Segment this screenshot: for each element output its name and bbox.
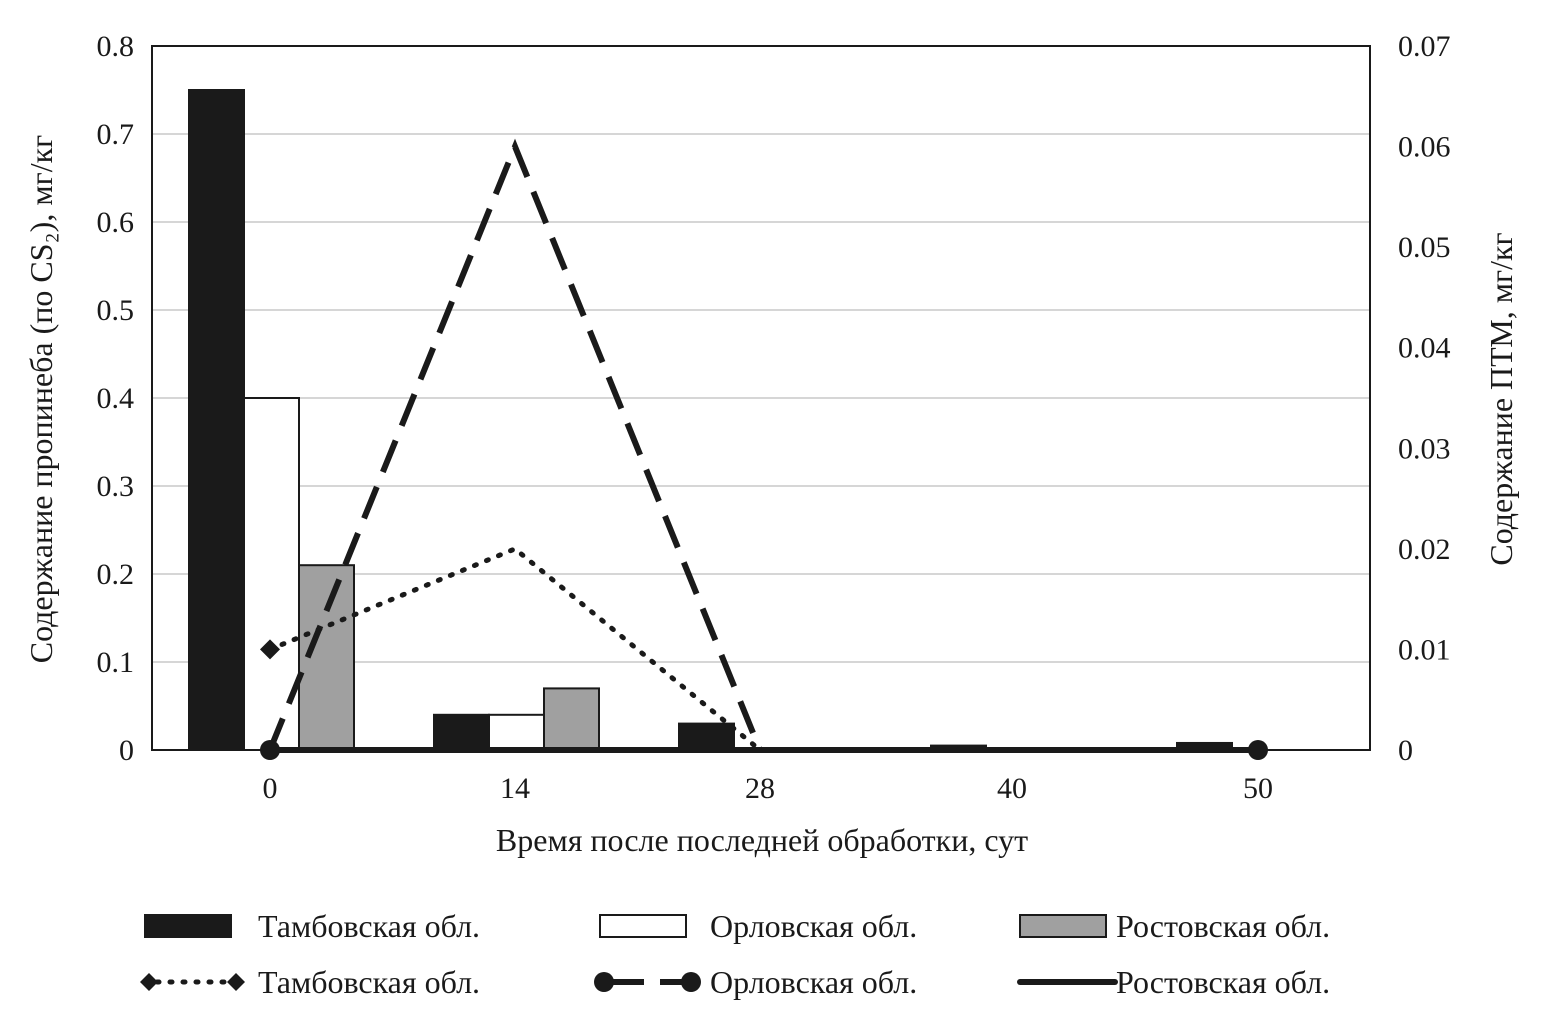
legend-label: Тамбовская обл. [258, 964, 480, 1000]
y2-tick-label: 0.01 [1398, 633, 1451, 666]
legend-label: Ростовская обл. [1116, 964, 1330, 1000]
legend-swatch [144, 914, 232, 938]
x-tick-label: 50 [1243, 772, 1273, 805]
legend: Тамбовская обл. Орловская обл. Ростовская … [140, 908, 1330, 1000]
x-tick-label: 14 [500, 772, 530, 805]
legend-marker [594, 972, 614, 992]
y2-axis-title: Содержание ПТМ, мг/кг [1483, 232, 1519, 565]
bar [433, 713, 490, 751]
legend-label: Ростовская обл. [1116, 908, 1330, 944]
bar [543, 687, 600, 752]
y-axis-title: Содержание пропинеба (по CS₂), мг/кг [23, 135, 59, 664]
legend-marker [681, 972, 701, 992]
bars [188, 89, 1233, 752]
y2-tick-label: 0.05 [1398, 231, 1451, 264]
x-tick-label: 0 [263, 772, 278, 805]
y-tick-label: 0.1 [97, 646, 135, 679]
y-tick-label: 0 [119, 734, 134, 767]
y2-tick-label: 0.07 [1398, 30, 1451, 63]
series-line [267, 545, 1261, 753]
lines [260, 138, 1268, 760]
y2-tick-label: 0.03 [1398, 432, 1451, 465]
y-tick-label: 0.6 [97, 206, 135, 239]
bar [678, 722, 735, 751]
plot-frame [151, 45, 1371, 751]
legend-label: Тамбовская обл. [258, 908, 480, 944]
y-tick-label: 0.3 [97, 470, 135, 503]
x-axis-ticks: 0 14 28 40 50 [263, 772, 1274, 805]
y-tick-label: 0.2 [97, 558, 135, 591]
y2-tick-label: 0.04 [1398, 332, 1451, 365]
bar [243, 397, 300, 751]
legend-swatch [599, 914, 687, 938]
x-axis-title: Время после последней обработки, сут [496, 822, 1028, 858]
y2-tick-label: 0.06 [1398, 131, 1451, 164]
legend-label: Орловская обл. [710, 964, 917, 1000]
series-line [267, 138, 1258, 753]
y-axis-ticks: 0 0.1 0.2 0.3 0.4 0.5 0.6 0.7 0.8 [97, 30, 135, 767]
bar [298, 564, 355, 752]
y-tick-label: 0.4 [97, 382, 135, 415]
y2-axis-ticks: 0 0.01 0.02 0.03 0.04 0.05 0.06 0.07 [1398, 30, 1451, 767]
point-marker [260, 639, 280, 660]
x-tick-label: 40 [997, 772, 1027, 805]
legend-marker [227, 973, 245, 991]
bar [488, 713, 545, 751]
legend-marker [140, 973, 158, 991]
y-tick-label: 0.8 [97, 30, 135, 63]
y-tick-label: 0.7 [97, 118, 135, 151]
y2-tick-label: 0 [1398, 734, 1413, 767]
legend-swatch [1019, 914, 1107, 938]
y-tick-label: 0.5 [97, 294, 135, 327]
y2-tick-label: 0.02 [1398, 533, 1451, 566]
x-tick-label: 28 [745, 772, 775, 805]
bar [188, 89, 245, 751]
legend-label: Орловская обл. [710, 908, 917, 944]
